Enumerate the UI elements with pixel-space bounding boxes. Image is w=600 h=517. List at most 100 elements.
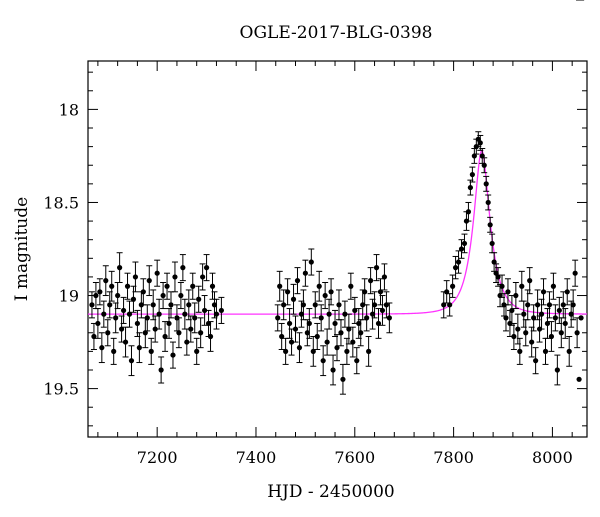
data-point (283, 348, 289, 354)
data-point (182, 311, 188, 317)
data-point (97, 289, 103, 295)
data-point (290, 296, 297, 302)
data-point (186, 302, 192, 308)
data-point (369, 311, 376, 317)
y-tick-label: 19.5 (43, 380, 79, 399)
data-point (455, 259, 462, 265)
data-point (477, 140, 483, 146)
data-point (144, 315, 150, 321)
data-point (168, 302, 174, 308)
data-point (288, 339, 295, 345)
data-point (176, 330, 182, 336)
data-point (505, 289, 511, 295)
data-point (298, 311, 305, 317)
data-point (178, 292, 184, 299)
data-point (180, 265, 186, 271)
x-axis-label: HJD - 2450000 (267, 482, 395, 502)
y-tick-label: 18 (59, 100, 79, 119)
data-point (203, 265, 210, 271)
data-point (491, 259, 497, 265)
data-point (358, 330, 364, 336)
data-point (115, 292, 121, 299)
data-point (286, 320, 293, 327)
data-point (375, 320, 382, 327)
data-point (117, 265, 123, 271)
data-point (184, 339, 190, 345)
data-point (277, 283, 283, 289)
data-point (521, 311, 527, 317)
data-point (523, 330, 529, 336)
data-point (93, 292, 99, 299)
data-point (99, 345, 105, 351)
data-point (296, 345, 303, 351)
data-point (572, 270, 578, 276)
data-point (142, 330, 148, 336)
data-point (160, 292, 166, 299)
data-point (356, 320, 362, 327)
data-point (481, 162, 487, 168)
data-point (552, 315, 558, 321)
y-tick-label: 18.5 (43, 193, 79, 212)
data-point (152, 326, 158, 332)
data-point (574, 330, 580, 336)
data-point (107, 302, 113, 308)
data-point (308, 259, 314, 265)
data-point (326, 311, 332, 317)
data-point (111, 348, 117, 354)
data-point (564, 289, 570, 295)
data-point (483, 181, 489, 187)
data-point (381, 274, 388, 280)
data-point (344, 348, 350, 354)
data-point (205, 320, 212, 327)
y-tick-label: 19 (59, 287, 79, 306)
x-tick-label: 7200 (137, 448, 178, 467)
data-point (158, 367, 164, 373)
data-point (566, 348, 572, 354)
data-point (534, 302, 541, 308)
data-point (140, 289, 146, 295)
data-point (447, 302, 453, 308)
data-point (540, 289, 547, 295)
data-point (509, 307, 515, 314)
data-point (304, 330, 310, 336)
data-point (368, 278, 374, 284)
data-point (103, 278, 109, 284)
data-point (568, 311, 574, 317)
data-point (373, 265, 380, 271)
data-point (386, 315, 392, 321)
data-point (495, 274, 501, 280)
data-point (302, 270, 308, 276)
data-point (211, 302, 218, 308)
data-point (511, 333, 517, 340)
data-point (342, 311, 348, 317)
data-point (105, 330, 111, 336)
data-point (479, 153, 485, 159)
data-point (322, 292, 328, 299)
data-point (519, 283, 525, 289)
data-point (499, 283, 505, 289)
data-point (156, 311, 162, 317)
data-point (300, 302, 307, 308)
data-point (172, 274, 178, 280)
plot-frame (87, 60, 588, 438)
data-point (292, 326, 299, 332)
data-point (562, 320, 568, 327)
data-point (576, 376, 582, 382)
data-point (471, 153, 477, 159)
data-point (377, 289, 384, 295)
data-point (542, 348, 549, 354)
data-point (146, 278, 152, 284)
data-point (128, 358, 135, 364)
x-tick-label: 7600 (334, 448, 375, 467)
data-point (441, 302, 447, 308)
data-point (101, 311, 107, 317)
data-point (196, 296, 202, 302)
data-point (578, 315, 584, 321)
data-point (188, 326, 194, 332)
data-point (324, 339, 330, 345)
data-point (348, 283, 354, 289)
data-point (312, 302, 318, 308)
chart-title: OGLE-2017-BLG-0398 (240, 23, 433, 43)
data-point (130, 296, 137, 302)
